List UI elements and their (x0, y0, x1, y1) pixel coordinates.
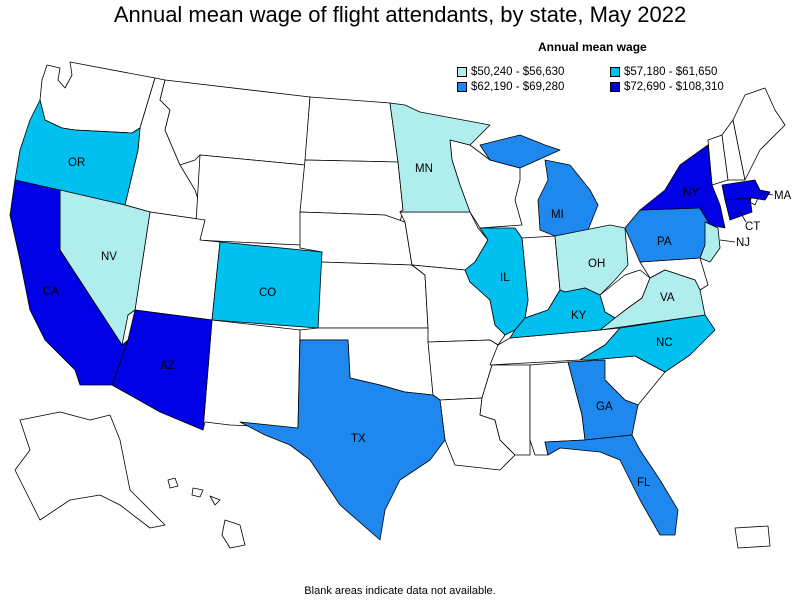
state-NC (579, 314, 716, 373)
legend-swatch-1 (457, 67, 467, 77)
legend-item-4: $72,690 - $108,310 (610, 81, 724, 93)
state-HI (167, 477, 246, 549)
state-NY (639, 144, 726, 229)
state-FL (544, 434, 679, 536)
state-labels: OR NV CA AZ CO TX MN IL MI OH KY GA FL N… (43, 157, 792, 489)
state-MN (389, 102, 491, 213)
state-IL (464, 227, 529, 336)
label-IL: IL (500, 272, 510, 284)
state-ME (732, 87, 786, 181)
state-WA (39, 61, 156, 134)
state-NM (202, 319, 301, 431)
label-GA: GA (596, 401, 613, 413)
territory-PR (734, 525, 771, 549)
state-CO (211, 241, 323, 329)
state-AK (14, 411, 166, 529)
state-KS (317, 261, 429, 329)
label-CO: CO (259, 287, 276, 299)
state-PA (624, 207, 711, 263)
legend-swatch-3 (457, 82, 467, 92)
label-NC: NC (656, 337, 673, 349)
leader-CT (739, 211, 747, 223)
label-CA: CA (43, 286, 59, 298)
legend-swatch-2 (610, 67, 620, 77)
state-TX (239, 339, 446, 541)
label-NV: NV (101, 251, 117, 263)
state-MA (721, 179, 771, 201)
legend-label-3: $62,190 - $69,280 (471, 81, 565, 93)
state-OR (14, 99, 141, 206)
label-NY: NY (683, 187, 699, 199)
leader-MA (761, 192, 774, 196)
legend-item-1: $50,240 - $56,630 (457, 66, 564, 78)
label-PA: PA (657, 236, 672, 248)
legend-label-1: $50,240 - $56,630 (471, 66, 565, 78)
label-MN: MN (415, 163, 433, 175)
leader-NJ (719, 239, 736, 243)
state-GA (567, 359, 639, 441)
label-CT: CT (745, 221, 760, 233)
state-MT (159, 79, 311, 166)
label-MA: MA (774, 190, 792, 202)
label-NJ: NJ (736, 237, 750, 249)
legend-swatch-4 (610, 82, 620, 92)
no-data-states (14, 61, 786, 549)
label-MI: MI (551, 209, 564, 221)
legend-item-3: $62,190 - $69,280 (457, 81, 564, 93)
legend-label-2: $57,180 - $61,650 (624, 66, 718, 78)
map-title: Annual mean wage of flight attendants, b… (113, 2, 687, 27)
state-VA (599, 269, 706, 331)
legend-label-4: $72,690 - $108,310 (624, 81, 724, 93)
label-OR: OR (68, 157, 85, 169)
state-WY (194, 154, 306, 246)
label-KY: KY (571, 310, 587, 322)
label-TX: TX (351, 433, 366, 445)
data-states (9, 99, 771, 541)
state-NJ (699, 221, 721, 263)
label-OH: OH (588, 258, 605, 270)
label-FL: FL (637, 477, 651, 489)
legend-title: Annual mean wage (538, 40, 647, 54)
legend-item-2: $57,180 - $61,650 (610, 66, 717, 78)
state-CA (9, 179, 129, 386)
state-KY (509, 287, 616, 339)
footnote: Blank areas indicate data not available. (304, 585, 496, 597)
state-IA (399, 211, 489, 271)
state-CT (724, 197, 753, 221)
state-ND (304, 96, 399, 163)
label-VA: VA (660, 292, 675, 304)
label-AZ: AZ (160, 360, 175, 372)
